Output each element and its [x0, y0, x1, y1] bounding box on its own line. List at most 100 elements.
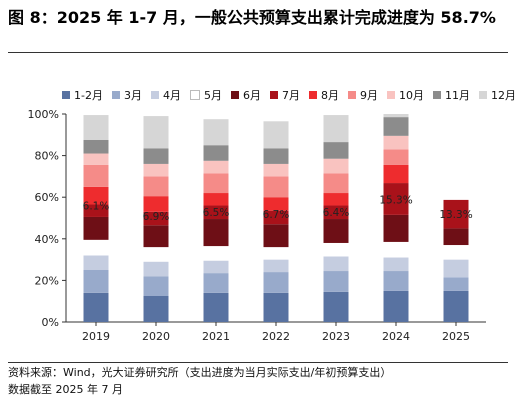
legend-item: 11月 — [432, 87, 470, 103]
bar-segment — [83, 140, 109, 154]
x-tick-label: 2019 — [82, 330, 110, 343]
legend-swatch — [347, 91, 356, 99]
legend-label: 6月 — [242, 89, 261, 102]
data-label: 15.3% — [379, 194, 412, 206]
bar-segment — [383, 183, 409, 215]
bar-segment — [83, 270, 109, 293]
bar-segment — [323, 115, 349, 143]
bar-segment — [263, 272, 289, 293]
bar-segment — [383, 214, 409, 242]
x-tick-label: 2020 — [142, 330, 170, 343]
bar-segment — [143, 276, 169, 296]
source-note: 资料来源：Wind，光大证券研究所（支出进度为当月实际支出/年初预算支出） 数据… — [8, 364, 513, 398]
y-tick-label: 80% — [35, 150, 59, 163]
legend-item: 10月 — [386, 87, 424, 103]
x-tick-label: 2021 — [202, 330, 230, 343]
bar-segment — [203, 219, 229, 247]
source-line-1: 资料来源：Wind，光大证券研究所（支出进度为当月实际支出/年初预算支出） — [8, 366, 392, 379]
y-tick-label: 100% — [28, 108, 59, 121]
data-label: 6.7% — [263, 209, 290, 221]
legend-item: 8月 — [308, 87, 339, 103]
data-label: 6.5% — [203, 207, 230, 219]
legend-item: 5月 — [189, 87, 222, 103]
axis-layer: 0% 20% 40% 60% 80% 100% 2019 2020 2021 2022 2023 20… — [28, 108, 486, 343]
bar-segment — [83, 115, 109, 140]
bar-segment — [143, 196, 169, 212]
bar-segment — [443, 228, 469, 246]
bar-segment — [383, 271, 409, 291]
bar-segment — [83, 204, 109, 217]
legend-label: 10月 — [398, 89, 424, 102]
data-label: 6.1% — [83, 201, 110, 213]
data-label: 6.4% — [323, 207, 350, 219]
y-tick-label: 40% — [35, 233, 59, 246]
bar-segment — [383, 241, 409, 258]
legend-swatch — [111, 91, 120, 99]
bar-segment — [203, 292, 229, 322]
data-label: 13.3% — [439, 209, 472, 221]
bar-segment — [203, 193, 229, 206]
y-tick-label: 60% — [35, 191, 59, 204]
legend-item: 9月 — [347, 87, 378, 103]
bar-segment — [83, 255, 109, 270]
bar-segment — [323, 205, 349, 220]
legend-item: 4月 — [150, 87, 181, 103]
bar-segment — [263, 197, 289, 211]
bar-segment — [83, 164, 109, 187]
bar-segment — [143, 176, 169, 197]
data-label: 6.9% — [143, 211, 170, 223]
bar-segment — [383, 149, 409, 165]
bar-segment — [323, 271, 349, 292]
bar-segment — [263, 292, 289, 322]
bar-segment — [83, 216, 109, 240]
legend: 1-2月 3月 4月 5月 6月 7月 8月 9月 10月 11月 12月 — [62, 86, 516, 104]
bar-segment — [143, 163, 169, 177]
bar-segment — [203, 246, 229, 261]
bar-segment — [203, 273, 229, 293]
legend-label: 8月 — [320, 89, 339, 102]
bar-segment — [83, 186, 109, 205]
bar-segment — [263, 176, 289, 198]
bar-segment — [263, 148, 289, 164]
bar-segment — [383, 135, 409, 150]
bar-segment — [143, 148, 169, 164]
bar-segment — [263, 247, 289, 260]
x-tick-label: 2024 — [382, 330, 410, 343]
bar-segment — [143, 116, 169, 149]
legend-label: 3月 — [123, 89, 142, 102]
bar-segment — [383, 257, 409, 272]
stacked-bar-chart: 0% 20% 40% 60% 80% 100% 2019 2020 2021 2022 2023 20… — [28, 108, 486, 343]
x-tick-label: 2025 — [442, 330, 470, 343]
bar-segment — [323, 219, 349, 243]
bar-segment — [203, 145, 229, 161]
legend-item: 7月 — [269, 87, 300, 103]
bar-segment — [203, 160, 229, 174]
bar-segment — [443, 199, 469, 229]
legend-swatch — [150, 91, 159, 99]
bar-segment — [83, 153, 109, 165]
legend-item: 12月 — [478, 87, 516, 103]
source-line-2: 数据截至 2025 年 7 月 — [8, 383, 123, 396]
bar-segment — [263, 259, 289, 273]
bar-segment — [323, 173, 349, 194]
bar-segment — [323, 158, 349, 174]
bar-segment — [263, 210, 289, 225]
legend-swatch — [189, 90, 200, 100]
bar-segment — [263, 121, 289, 149]
bar-segment — [83, 292, 109, 322]
legend-label: 11月 — [444, 89, 470, 102]
bar-segment — [143, 211, 169, 226]
bar-segment — [323, 193, 349, 206]
legend-label: 4月 — [162, 89, 181, 102]
figure-title: 图 8：2025 年 1-7 月，一般公共预算支出累计完成进度为 58.7% — [8, 8, 496, 27]
bar-segment — [323, 256, 349, 272]
bar-segment — [263, 224, 289, 248]
bar-segment — [383, 290, 409, 322]
bar-segment — [323, 142, 349, 159]
legend-swatch — [62, 91, 70, 99]
x-tick-label: 2022 — [262, 330, 290, 343]
legend-label: 9月 — [359, 89, 378, 102]
bar-segment — [203, 119, 229, 146]
bar-segment — [143, 247, 169, 262]
